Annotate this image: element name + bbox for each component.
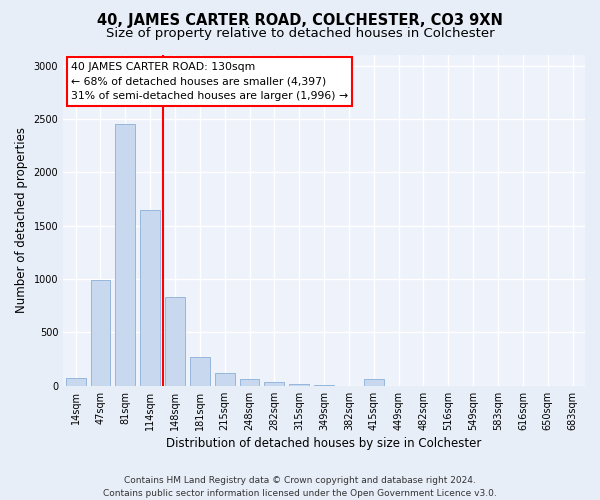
- Bar: [165, 297, 185, 386]
- X-axis label: Distribution of detached houses by size in Colchester: Distribution of detached houses by size …: [166, 437, 482, 450]
- Bar: [140, 210, 160, 386]
- Bar: [91, 280, 110, 386]
- Y-axis label: Number of detached properties: Number of detached properties: [15, 128, 28, 314]
- Bar: [190, 357, 210, 386]
- Bar: [239, 380, 259, 386]
- Text: 40 JAMES CARTER ROAD: 130sqm
← 68% of detached houses are smaller (4,397)
31% of: 40 JAMES CARTER ROAD: 130sqm ← 68% of de…: [71, 62, 348, 101]
- Bar: [289, 384, 309, 386]
- Text: Contains HM Land Registry data © Crown copyright and database right 2024.
Contai: Contains HM Land Registry data © Crown c…: [103, 476, 497, 498]
- Bar: [215, 373, 235, 386]
- Bar: [115, 124, 135, 386]
- Bar: [65, 378, 86, 386]
- Bar: [265, 382, 284, 386]
- Bar: [364, 380, 384, 386]
- Bar: [314, 385, 334, 386]
- Text: 40, JAMES CARTER ROAD, COLCHESTER, CO3 9XN: 40, JAMES CARTER ROAD, COLCHESTER, CO3 9…: [97, 12, 503, 28]
- Text: Size of property relative to detached houses in Colchester: Size of property relative to detached ho…: [106, 28, 494, 40]
